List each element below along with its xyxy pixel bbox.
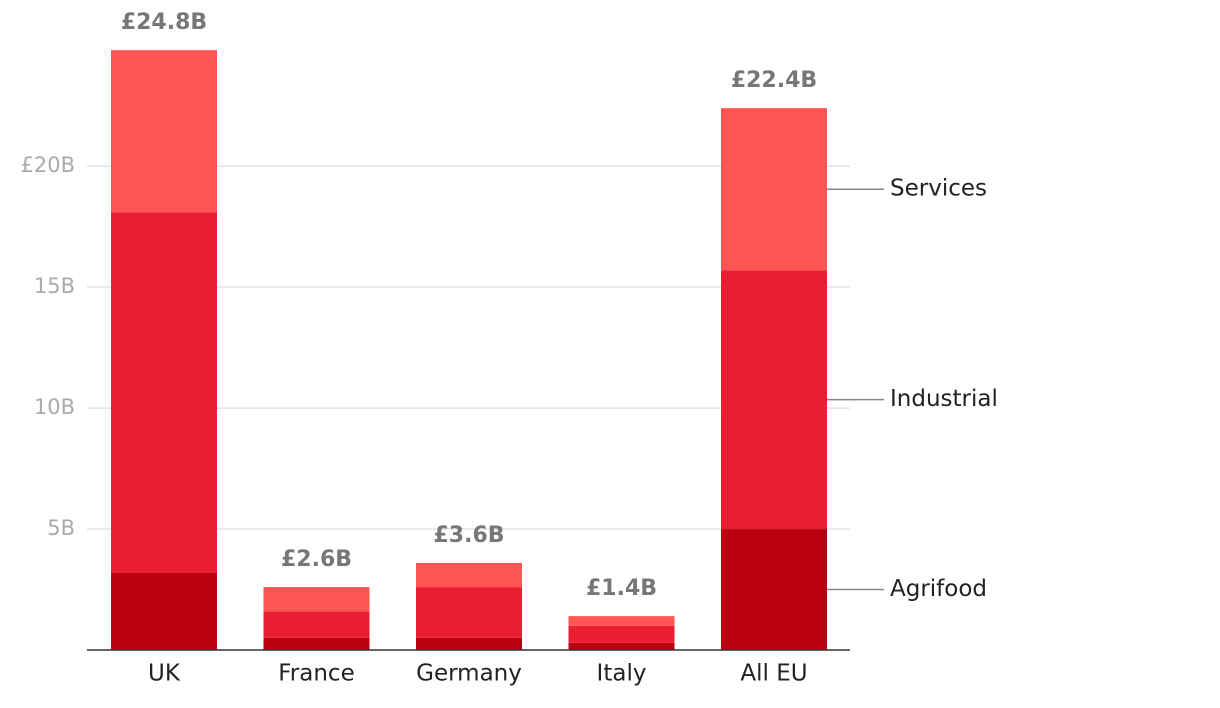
legend-label: Industrial: [890, 386, 998, 412]
legend-label: Agrifood: [890, 576, 987, 602]
x-tick-label: Italy: [597, 661, 647, 687]
legend-label: Services: [890, 176, 987, 202]
total-label: £2.6B: [281, 547, 352, 572]
x-tick-label: All EU: [740, 661, 807, 687]
bar-segment: [111, 572, 217, 650]
y-tick-label: 10B: [34, 395, 75, 419]
total-label: £1.4B: [586, 576, 657, 601]
total-label: £24.8B: [121, 10, 207, 35]
bar-segment: [721, 270, 827, 530]
bar-segment: [263, 637, 370, 650]
bar-segment: [416, 587, 522, 638]
bar-segment: [721, 529, 827, 650]
x-tick-label: France: [278, 661, 354, 687]
bar-segment: [263, 611, 370, 638]
bar-segment: [568, 616, 675, 626]
bar-segment: [111, 50, 217, 213]
y-tick-label: 15B: [34, 274, 75, 298]
y-tick-label: £20B: [21, 153, 76, 177]
bar-segment: [111, 212, 217, 573]
bar-segment: [416, 562, 522, 588]
bar-segment: [568, 642, 675, 650]
bar-segment: [568, 625, 675, 643]
bar-segment: [416, 637, 522, 650]
bar-segment: [721, 108, 827, 271]
x-tick-label: Germany: [416, 661, 522, 687]
x-tick-label: UK: [148, 661, 181, 687]
y-tick-label: 5B: [47, 516, 75, 540]
total-label: £22.4B: [731, 68, 817, 93]
total-label: £3.6B: [433, 523, 504, 548]
bar-segment: [263, 587, 370, 612]
